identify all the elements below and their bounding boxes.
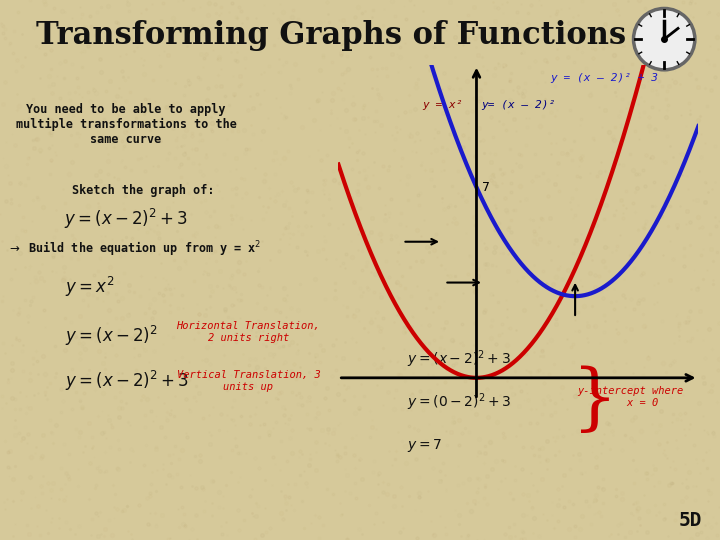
Text: Horizontal Translation,
2 units right: Horizontal Translation, 2 units right: [176, 321, 320, 343]
Text: Vertical Translation, 3
units up: Vertical Translation, 3 units up: [176, 370, 320, 392]
Text: 5D: 5D: [678, 511, 702, 530]
Text: $y = (0-2)^2 + 3$: $y = (0-2)^2 + 3$: [407, 392, 511, 413]
Circle shape: [634, 9, 695, 70]
Text: y = x²: y = x²: [422, 100, 463, 110]
Text: y-intercept where
    x = 0: y-intercept where x = 0: [577, 386, 683, 408]
Text: 7: 7: [482, 181, 490, 194]
Text: y = (x – 2)² + 3: y = (x – 2)² + 3: [551, 73, 659, 83]
Text: y= (x – 2)²: y= (x – 2)²: [482, 100, 556, 110]
Text: $y = x^2$: $y = x^2$: [65, 275, 114, 299]
Text: $y = (x-2)^2+3$: $y = (x-2)^2+3$: [65, 369, 189, 393]
Text: $y = (x-2)^2 + 3$: $y = (x-2)^2 + 3$: [407, 348, 510, 370]
Text: }: }: [572, 366, 618, 436]
Text: $y = (x-2)^2 + 3$: $y = (x-2)^2 + 3$: [64, 207, 188, 231]
Text: You need to be able to apply
multiple transformations to the
same curve: You need to be able to apply multiple tr…: [16, 103, 236, 146]
Text: $y = 7$: $y = 7$: [407, 437, 442, 454]
Text: $y = (x-2)^2$: $y = (x-2)^2$: [65, 324, 158, 348]
Text: Transforming Graphs of Functions: Transforming Graphs of Functions: [36, 19, 626, 51]
Text: $\rightarrow$ Build the equation up from y = x$^2$: $\rightarrow$ Build the equation up from…: [7, 240, 261, 259]
Text: Sketch the graph of:: Sketch the graph of:: [72, 184, 215, 197]
